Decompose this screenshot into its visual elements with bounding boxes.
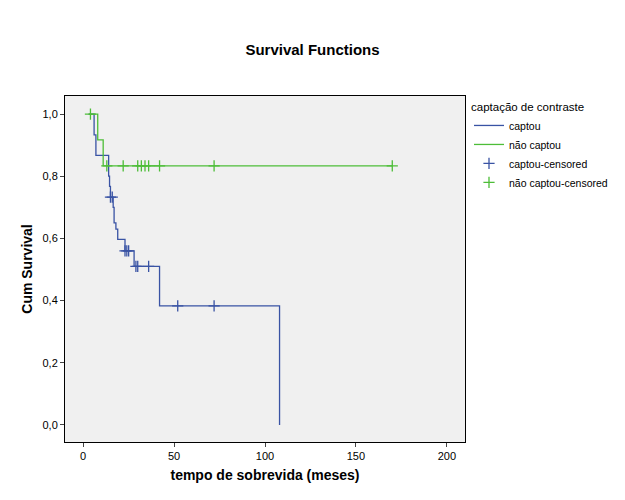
svg-text:0,2: 0,2 — [43, 357, 58, 369]
svg-text:0: 0 — [80, 450, 86, 462]
svg-text:1,0: 1,0 — [43, 108, 58, 120]
svg-text:Survival Functions: Survival Functions — [245, 41, 379, 58]
svg-text:0,0: 0,0 — [43, 419, 58, 431]
svg-text:tempo de sobrevida (meses): tempo de sobrevida (meses) — [170, 467, 359, 483]
svg-text:captou-censored: captou-censored — [509, 158, 587, 170]
svg-text:captou: captou — [509, 120, 541, 132]
svg-text:não captou: não captou — [509, 139, 561, 151]
svg-text:captação de contraste: captação de contraste — [471, 101, 584, 113]
svg-text:200: 200 — [438, 450, 456, 462]
svg-text:100: 100 — [256, 450, 274, 462]
svg-text:50: 50 — [168, 450, 180, 462]
svg-text:150: 150 — [347, 450, 365, 462]
svg-text:0,8: 0,8 — [43, 170, 58, 182]
svg-text:Cum Survival: Cum Survival — [19, 224, 35, 313]
svg-text:não captou-censored: não captou-censored — [509, 177, 608, 189]
svg-text:0,6: 0,6 — [43, 232, 58, 244]
svg-text:0,4: 0,4 — [43, 294, 58, 306]
